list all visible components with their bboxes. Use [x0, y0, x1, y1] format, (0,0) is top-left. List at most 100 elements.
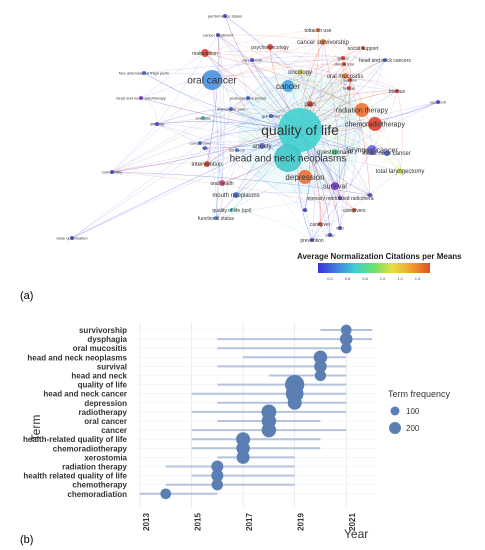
node-label-sleep: sleep [325, 232, 335, 237]
edge-link [204, 52, 363, 111]
point-dysphagia [339, 332, 353, 346]
term-label-head-and-neck: head and neck [71, 372, 127, 381]
edge-link [140, 41, 324, 99]
node-label-radiation-therapy: radiation therapy [336, 107, 389, 114]
node-psycho-oncology [267, 44, 273, 50]
node-label-social-support: social support [348, 46, 379, 52]
point-survivorship [340, 324, 352, 336]
term-label-depression: depression [84, 399, 127, 408]
node-head-and-neck-neoplasms [274, 144, 302, 172]
edge-link [156, 29, 319, 125]
node-dose-optimisation [70, 236, 74, 240]
node-label-oral-mucositis: oral mucositis [327, 74, 364, 80]
node-mouth-neoplasms [233, 192, 239, 198]
term-label-head-and-neck-cancer: head and neck cancer [43, 390, 127, 399]
node-label-questionnaire: questionnaire [317, 150, 354, 156]
edge-link [211, 79, 219, 219]
edge-link [309, 103, 388, 154]
node-tobacco-use [316, 28, 320, 32]
node-performance-status [223, 14, 227, 18]
term-label-health-related-quality-of-life: health-related quality of life [23, 435, 128, 444]
edge-link [322, 41, 341, 199]
year-tick-labels: 2013 2015 2017 2019 2021 [142, 513, 357, 531]
edge-link [299, 71, 373, 151]
timeline-grid [136, 322, 376, 509]
edge-link [230, 41, 324, 110]
node-head-and-neck-cancers [383, 58, 387, 62]
point-survival [314, 360, 327, 373]
edge-link [334, 151, 371, 196]
edge-link [156, 123, 341, 199]
edge-link [215, 149, 238, 219]
edge-link [204, 52, 301, 73]
node-label-intervention: intervention [191, 162, 222, 168]
node-label-laryngeal-cancer: laryngeal cancer [346, 147, 398, 154]
y-axis-title: Term [29, 415, 43, 442]
colorbar-ticks: 0.4 0.6 0.8 1.0 1.2 1.4 [327, 276, 421, 281]
edge-link [322, 41, 341, 199]
node-intervention [204, 161, 210, 167]
edge-link [299, 71, 401, 172]
term-label-radiotherapy: radiotherapy [79, 408, 128, 417]
node-radiation-therapy [355, 103, 369, 117]
panel-a-network: quality of life oral cancer head and neck … [20, 13, 462, 302]
node-label-caregiver: caregiver [310, 222, 331, 228]
edge-link [349, 79, 398, 92]
edge-link [299, 71, 341, 229]
node-label-quality-of-life-qol: quality of life (qol) [212, 208, 252, 214]
node-guidelines [269, 114, 273, 118]
node-label-care-needs: care needs [242, 57, 262, 62]
node-oral-mucositis [342, 73, 348, 79]
edge-link [322, 41, 363, 111]
node-cancer-treatment [216, 33, 220, 37]
term-label-survival: survival [97, 362, 127, 371]
edge-link [269, 46, 371, 196]
edge-link [270, 79, 351, 117]
edge-link [211, 79, 336, 153]
node-free-anterolateral-thigh-perfo [142, 71, 146, 75]
edge-link [204, 29, 319, 54]
edge-link [204, 50, 344, 59]
node-label-pain: pain [304, 102, 315, 108]
edge-link [71, 109, 363, 239]
edge-link [140, 52, 206, 99]
colorbar-tick: 0.4 [327, 276, 333, 281]
point-chemotherapy [211, 479, 224, 491]
edge-link [309, 59, 386, 105]
edge-link [339, 79, 351, 199]
year-tick-2015: 2015 [194, 513, 203, 531]
node-oral-cancer-pain [229, 107, 233, 111]
edge-link [156, 108, 232, 125]
point-depression [287, 395, 302, 410]
edge-link [217, 34, 225, 184]
edge-link [342, 57, 401, 172]
node-label-field: field [336, 225, 343, 230]
edge-link [111, 87, 350, 173]
node-label-psycho-oncology: psycho-oncology [251, 45, 289, 51]
edge-link [156, 123, 306, 211]
node-cancer-survivorship [320, 39, 326, 45]
node-label-oral-health: oral health [210, 181, 234, 187]
node-social-support [361, 46, 365, 50]
node-anxiety [259, 143, 265, 149]
edge-link [71, 71, 301, 239]
node-label-chemoradiotherapy: chemoradiotherapy [345, 121, 405, 128]
point-xerostomia [236, 450, 250, 464]
node-difficulty [155, 122, 159, 126]
edge-link [206, 75, 346, 165]
edge-link [143, 59, 386, 74]
node-label-oncology: oncology [288, 70, 312, 76]
node-cancer [282, 80, 294, 92]
edge-link [224, 15, 373, 151]
edge-link [111, 171, 355, 211]
node-label-comorbidity: comorbidity [102, 169, 122, 174]
term-label-chemotherapy: chemotherapy [72, 481, 127, 490]
legend-marker-100 [390, 406, 400, 416]
term-label-dysphagia: dysphagia [87, 335, 127, 344]
year-tick-2019: 2019 [297, 513, 306, 531]
node-prevention [310, 238, 314, 242]
term-frequency-legend: Term frequency 100 200 [388, 389, 451, 434]
year-tick-2017: 2017 [245, 513, 254, 531]
node-label-trismus: trismus [389, 89, 406, 95]
